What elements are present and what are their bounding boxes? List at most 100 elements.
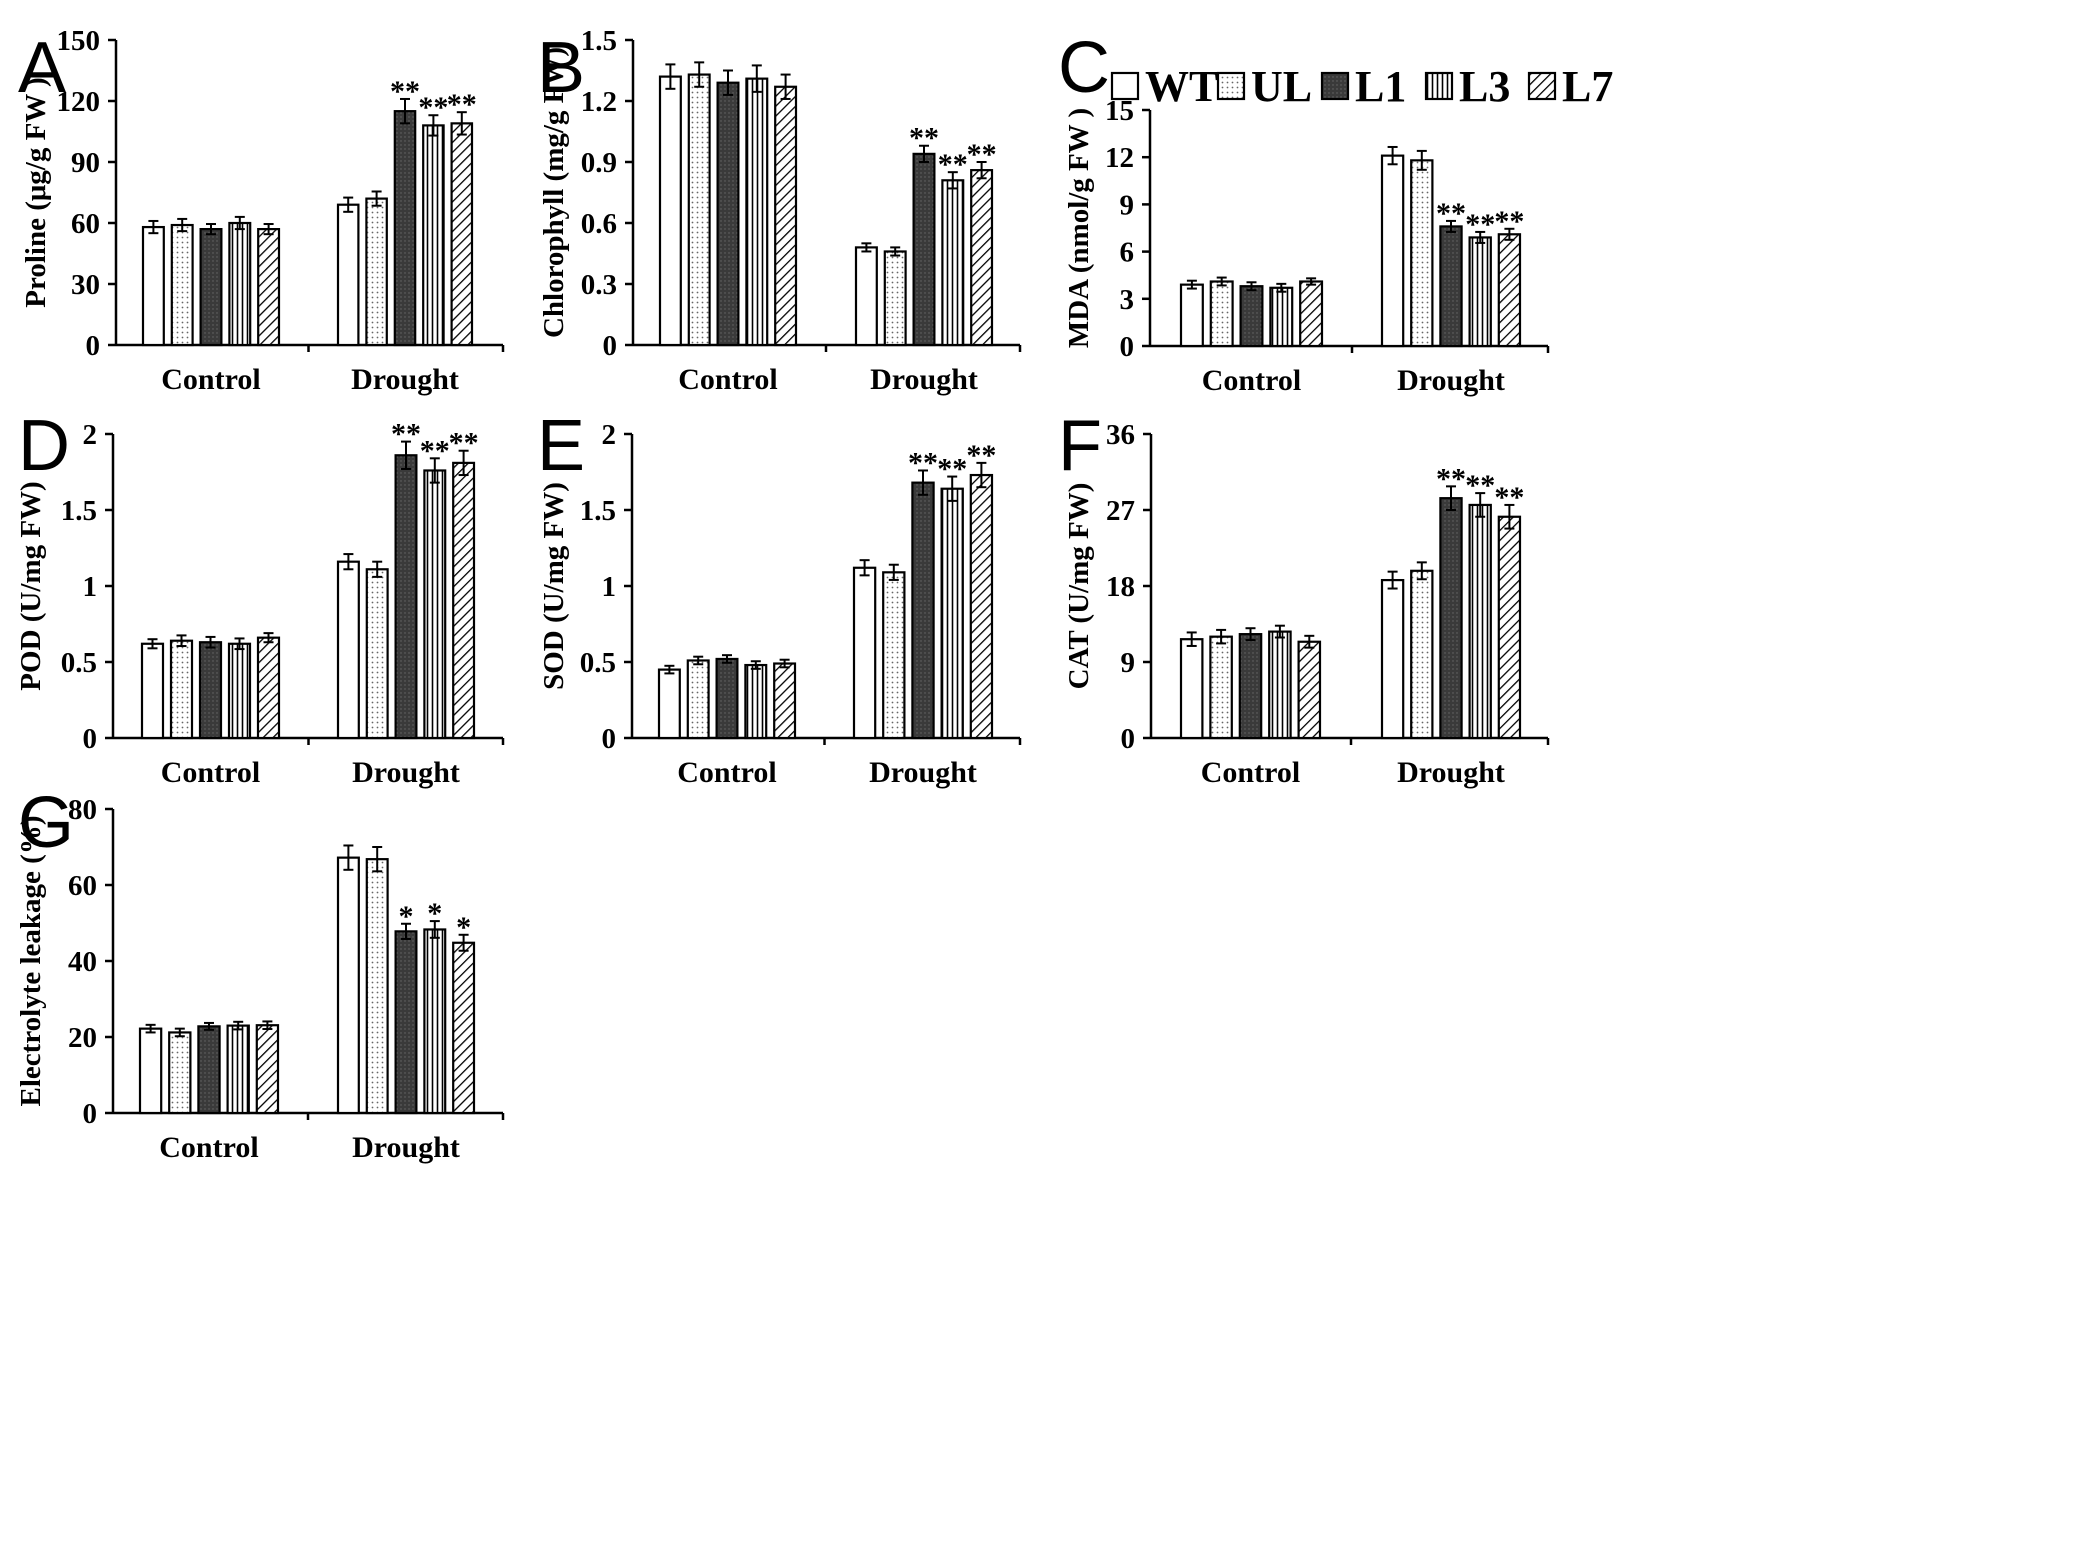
bar-l3-control <box>1268 630 1292 740</box>
bar-wt-control <box>140 642 165 740</box>
y-tick-label: 6 <box>1120 237 1135 269</box>
y-tick-label: 1.2 <box>581 86 617 118</box>
bar-l3-drought <box>941 179 965 347</box>
legend-item-ul: UL <box>1216 62 1312 111</box>
category-label-control: Control <box>1202 364 1301 397</box>
y-tick-label: 0 <box>1120 331 1135 363</box>
bar-l3-drought <box>423 469 447 740</box>
bar-ul-drought <box>883 250 907 347</box>
bar-ul-control <box>1209 280 1234 348</box>
bar-wt-drought <box>1380 154 1405 348</box>
bar-l1-drought <box>394 930 418 1115</box>
legend-swatch <box>1527 71 1557 101</box>
significance-marker: ** <box>937 453 967 486</box>
y-axis-label: Proline (μg/g FW ) <box>20 77 52 307</box>
bar-l1-drought <box>912 152 936 347</box>
category-label-drought: Drought <box>352 1131 460 1164</box>
bar-l1-drought <box>394 454 418 740</box>
y-tick-label: 1.5 <box>581 25 617 57</box>
bar-l1-drought <box>393 110 417 347</box>
bar-l1-control <box>199 228 223 347</box>
y-tick-label: 9 <box>1120 189 1135 221</box>
bar-l1-drought <box>1439 225 1463 348</box>
y-tick-label: 0.5 <box>580 647 616 679</box>
bar-ul-drought <box>365 568 389 740</box>
legend-label: L3 <box>1459 62 1510 111</box>
y-tick-label: 12 <box>1105 142 1134 174</box>
bar-ul-control <box>686 659 710 740</box>
significance-marker: ** <box>449 427 479 460</box>
y-axis-label: SOD (U/mg FW) <box>538 482 570 690</box>
bar-ul-drought <box>365 858 389 1115</box>
legend-item-l1: L1 <box>1320 62 1406 111</box>
y-tick-label: 9 <box>1121 647 1136 679</box>
y-tick-label: 1 <box>83 571 98 603</box>
significance-marker: ** <box>966 439 996 472</box>
y-axis-label: CAT (U/mg FW) <box>1063 483 1095 690</box>
bar-ul-control <box>687 73 711 347</box>
bar-wt-control <box>1179 638 1204 740</box>
y-tick-label: 80 <box>68 794 97 826</box>
category-label-control: Control <box>161 363 260 396</box>
bar-l1-drought <box>911 481 935 740</box>
y-axis-label: POD (U/mg FW) <box>15 481 47 690</box>
y-tick-label: 0.9 <box>581 147 617 179</box>
y-tick-label: 0.5 <box>61 647 97 679</box>
bar-l1-control <box>198 641 223 740</box>
significance-marker: ** <box>967 138 997 171</box>
bar-l7-control <box>773 662 797 740</box>
bar-ul-drought <box>1410 159 1434 348</box>
y-axis-label: Chlorophyll (mg/g FW) <box>538 47 570 338</box>
panel-letter: F <box>1058 406 1102 486</box>
bar-l3-drought <box>1468 503 1492 740</box>
bar-l7-control <box>774 85 798 347</box>
bar-ul-drought <box>882 571 906 740</box>
category-label-control: Control <box>1201 756 1300 789</box>
significance-marker: ** <box>1494 205 1524 238</box>
bar-l3-control <box>227 642 252 740</box>
y-tick-label: 0.3 <box>581 269 617 301</box>
bar-l7-drought <box>452 461 476 740</box>
y-tick-label: 60 <box>68 870 97 902</box>
bar-l1-control <box>1238 633 1263 740</box>
bar-l7-control <box>255 1024 280 1115</box>
y-axis-label: Electrolyte leakage (%) <box>15 816 47 1107</box>
bar-l1-control <box>716 81 740 347</box>
bar-l7-drought <box>970 169 994 347</box>
y-tick-label: 15 <box>1105 95 1134 127</box>
category-label-control: Control <box>159 1131 258 1164</box>
bar-l3-control <box>226 1024 250 1115</box>
bar-l7-drought <box>452 941 476 1115</box>
y-tick-label: 2 <box>83 419 98 451</box>
y-tick-label: 1.5 <box>61 495 97 527</box>
bar-l7-drought <box>969 473 994 740</box>
y-tick-label: 150 <box>57 25 101 57</box>
bar-l3-control <box>228 221 252 347</box>
y-tick-label: 30 <box>71 269 100 301</box>
bar-l3-control <box>744 663 768 740</box>
significance-marker: ** <box>1465 469 1495 502</box>
y-tick-label: 27 <box>1106 495 1135 527</box>
category-label-drought: Drought <box>1397 364 1505 397</box>
panel-letter: C <box>1058 28 1110 108</box>
bar-wt-control <box>1179 283 1204 348</box>
y-tick-label: 1.5 <box>580 495 616 527</box>
bar-ul-control <box>168 1031 192 1115</box>
panel-letter: B <box>537 28 585 108</box>
significance-marker: * <box>456 911 471 944</box>
significance-marker: ** <box>447 88 477 121</box>
significance-marker: ** <box>909 122 939 155</box>
bar-l3-control <box>745 77 769 347</box>
y-axis-label: MDA (nmol/g FW ) <box>1063 108 1095 348</box>
category-label-control: Control <box>161 756 260 789</box>
significance-marker: ** <box>908 446 938 479</box>
legend-item-l7: L7 <box>1527 62 1613 111</box>
bar-wt-drought <box>1380 578 1405 740</box>
panel-letter: G <box>18 783 74 863</box>
significance-marker: ** <box>420 434 450 467</box>
bar-l3-drought <box>940 487 964 740</box>
category-label-drought: Drought <box>870 363 978 396</box>
